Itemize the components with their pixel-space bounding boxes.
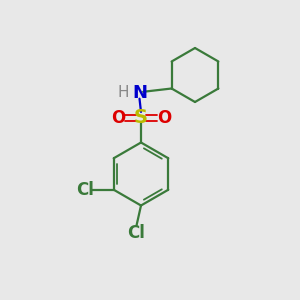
- Text: O: O: [157, 109, 171, 127]
- Text: Cl: Cl: [128, 224, 146, 242]
- Text: S: S: [134, 108, 148, 128]
- Text: Cl: Cl: [76, 181, 94, 199]
- Text: O: O: [111, 109, 125, 127]
- Text: N: N: [132, 84, 147, 102]
- Text: H: H: [117, 85, 129, 100]
